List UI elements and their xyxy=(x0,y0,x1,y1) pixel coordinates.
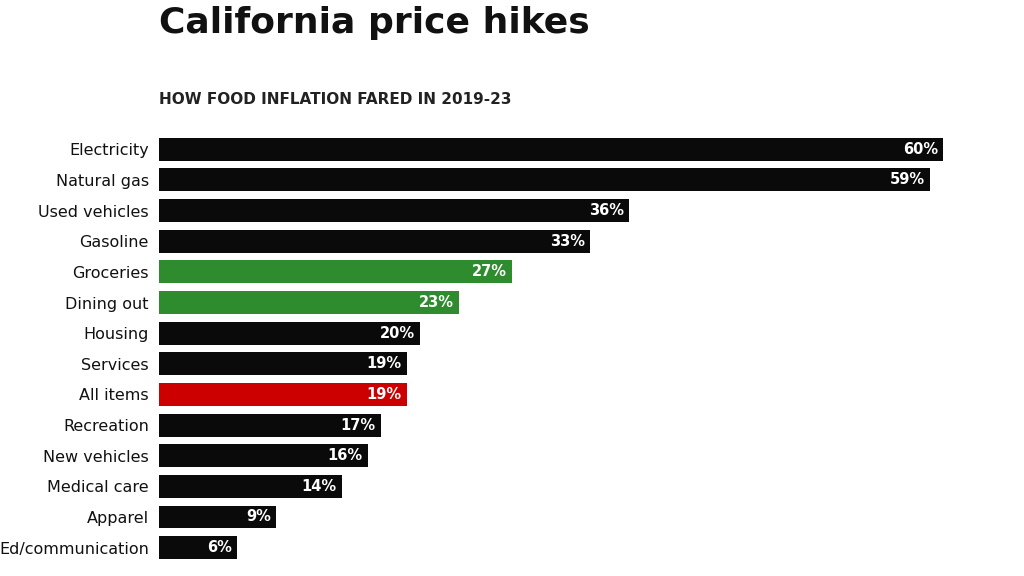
Text: 17%: 17% xyxy=(341,418,376,433)
Text: 19%: 19% xyxy=(367,357,402,372)
Bar xyxy=(159,138,943,161)
Bar xyxy=(159,230,590,253)
Bar xyxy=(159,199,630,222)
Bar xyxy=(159,353,408,376)
Bar xyxy=(159,168,930,191)
Text: HOW FOOD INFLATION FARED IN 2019-23: HOW FOOD INFLATION FARED IN 2019-23 xyxy=(159,92,511,107)
Bar xyxy=(159,475,342,498)
Bar xyxy=(159,383,408,406)
Text: 9%: 9% xyxy=(247,510,271,525)
Text: 27%: 27% xyxy=(471,264,507,279)
Text: 33%: 33% xyxy=(550,234,585,249)
Bar xyxy=(159,414,381,437)
Bar xyxy=(159,506,276,529)
Text: 16%: 16% xyxy=(328,448,362,463)
Bar xyxy=(159,260,512,283)
Text: 20%: 20% xyxy=(380,325,415,340)
Text: 59%: 59% xyxy=(890,172,925,187)
Bar xyxy=(159,291,460,314)
Text: California price hikes: California price hikes xyxy=(159,6,590,40)
Text: 23%: 23% xyxy=(419,295,455,310)
Bar xyxy=(159,321,420,344)
Text: 14%: 14% xyxy=(301,479,337,494)
Bar xyxy=(159,444,368,467)
Text: 6%: 6% xyxy=(207,540,232,555)
Bar xyxy=(159,536,238,559)
Text: 19%: 19% xyxy=(367,387,402,402)
Text: 60%: 60% xyxy=(903,142,938,157)
Text: 36%: 36% xyxy=(589,203,625,218)
